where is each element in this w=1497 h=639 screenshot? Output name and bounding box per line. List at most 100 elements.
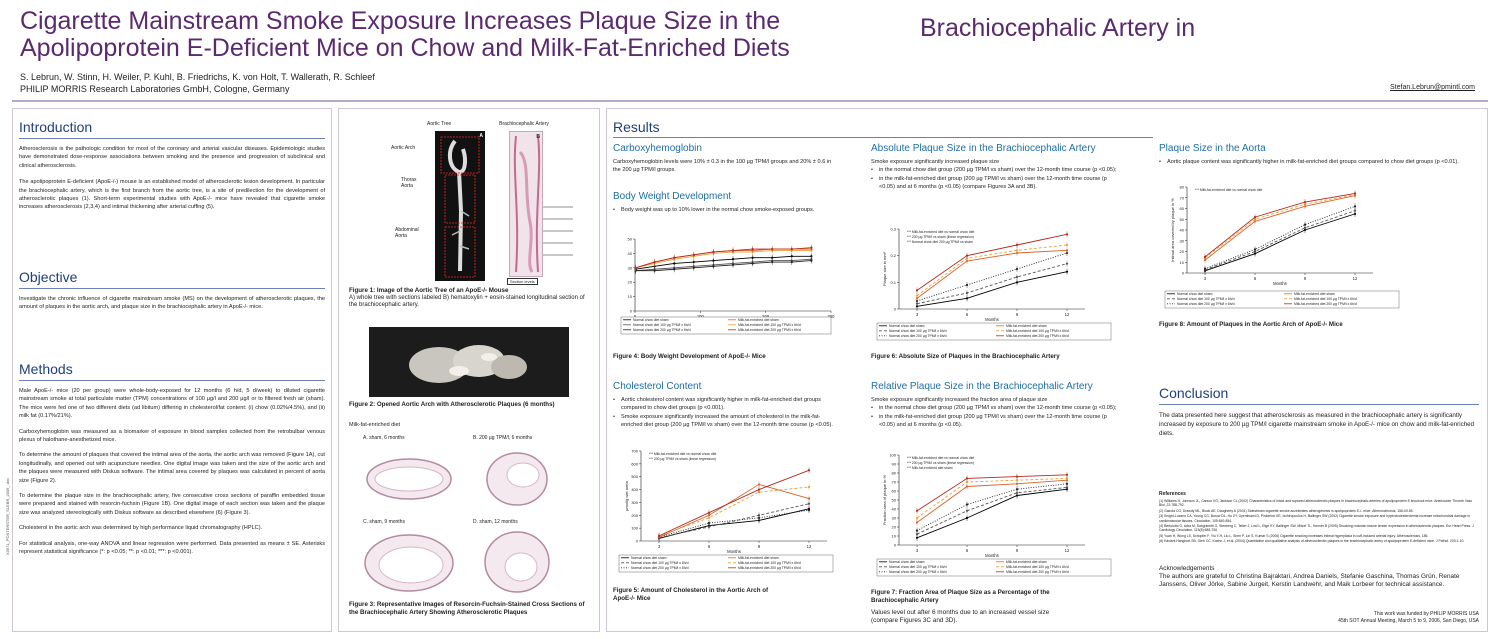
- series-line: [916, 263, 1068, 305]
- reference-item: (5) Yuan H, Wong LS, Schopfer F, Yiu Y-H…: [1159, 533, 1429, 538]
- y-tick-label: 30: [628, 265, 633, 270]
- data-point: [790, 260, 793, 264]
- legend-label: Normal chow diet 100 µg TPM/l x 6h/d: [889, 329, 947, 333]
- x-tick-label: 0: [634, 314, 637, 319]
- series-line: [916, 477, 1068, 519]
- title-line-1: Cigarette Mainstream Smoke Exposure Incr…: [20, 7, 781, 35]
- y-tick-label: 700: [631, 449, 638, 454]
- data-point: [1015, 491, 1019, 494]
- contact-email[interactable]: Stefan.Lebrun@pmintl.com: [1390, 84, 1475, 91]
- legend-label: Milk-fat-enriched diet 200 µg TPM/l x 6h…: [1006, 570, 1069, 574]
- y-tick-label: 50: [628, 237, 633, 242]
- panel-results: Results Carboxyhemoglobin Carboxyhemoglo…: [606, 108, 1488, 632]
- data-point: [757, 488, 761, 491]
- affiliation: PHILIP MORRIS Research Laboratories GmbH…: [20, 84, 290, 94]
- series-line: [1204, 193, 1356, 258]
- y-tick-label: 400: [631, 487, 638, 492]
- references-list: (1) Williams H, Johnson JL, Carson KG, J…: [1159, 499, 1479, 544]
- x-tick-label: 100: [697, 314, 705, 319]
- fig1-label-aortic-tree: Aortic Tree: [427, 121, 452, 127]
- intro-heading: Introduction: [19, 119, 93, 135]
- x-tick-label: 300: [828, 314, 836, 319]
- y-tick-label: 80: [1180, 185, 1185, 190]
- data-point: [915, 516, 919, 520]
- legend-inset-item: *** Milk-fat-enriched diet vs normal cho…: [907, 230, 974, 234]
- data-point: [634, 266, 637, 269]
- data-point: [915, 509, 919, 512]
- x-tick-label: 9: [758, 544, 761, 549]
- brachio-section-image: B: [509, 131, 543, 277]
- data-point: [771, 247, 774, 251]
- ack-heading: Acknowledgements: [1159, 565, 1215, 572]
- side-reference: X3671_POSTERSTER_SLEBR_2006_.doc: [5, 477, 10, 555]
- data-point: [707, 521, 711, 525]
- y-tick-label: 0.2: [890, 253, 896, 258]
- data-point: [807, 509, 811, 512]
- legend-label: Milk-fat-enriched diet 100 µg TPM/l x 6h…: [738, 323, 801, 327]
- data-point: [657, 534, 661, 537]
- data-point: [1065, 482, 1069, 485]
- legend-label: Normal chow diet sham: [633, 318, 669, 322]
- objective-rule: [19, 288, 325, 289]
- data-point: [771, 260, 774, 264]
- data-point: [1015, 482, 1019, 485]
- bodyweight-bullet-1: Body weight was up to 10% lower in the n…: [613, 206, 839, 215]
- series-line: [916, 474, 1068, 512]
- abs-plaque-bullet-1: in the normal chow diet group (200 µg TP…: [871, 166, 1121, 175]
- fig7-caption: Figure 7: Fraction Area of Plaque Size a…: [871, 589, 1050, 604]
- conclusion-text: The data presented here suggest that ath…: [1159, 412, 1475, 437]
- intro-rule: [19, 138, 325, 139]
- methods-p6: For statistical analysis, one-way ANOVA …: [19, 540, 325, 556]
- results-rule: [613, 137, 1153, 138]
- data-point: [1065, 233, 1069, 236]
- fig7-note: Values level out after 6 months due to a…: [871, 609, 1050, 624]
- methods-section: Methods Male ApoE-/- mice (20 per group)…: [19, 361, 325, 557]
- y-tick-label: 60: [892, 489, 897, 494]
- series-line: [658, 509, 810, 538]
- data-point: [707, 511, 711, 514]
- legend-label: Normal chow diet 100 µg TPM/l x 6h/d: [633, 323, 691, 327]
- data-point: [1303, 200, 1307, 204]
- y-tick-label: 40: [1180, 228, 1185, 233]
- legend-label: Normal chow diet 200 µg TPM/l x 6h/d: [633, 328, 691, 332]
- x-tick-label: 9: [1016, 548, 1019, 553]
- y-tick-label: 0.1: [890, 280, 896, 285]
- y-tick-label: 40: [628, 251, 633, 256]
- data-point: [807, 485, 811, 489]
- fig1-label-thorax: Thorax Aorta: [401, 177, 417, 189]
- series-line: [1204, 210, 1356, 271]
- bodyweight-bullets: Body weight was up to 10% lower in the n…: [613, 206, 839, 215]
- data-point: [1253, 248, 1257, 251]
- cholesterol-section: Cholesterol Content Aortic cholesterol c…: [613, 381, 839, 430]
- data-point: [810, 246, 813, 249]
- data-point: [673, 268, 676, 271]
- authors: S. Lebrun, W. Stinn, H. Weiler, P. Kuhl,…: [20, 72, 375, 82]
- y-tick-label: 30: [1180, 238, 1185, 243]
- fig1-panel-a-marker: A: [479, 133, 483, 139]
- fig1-label-brachio: Brachiocephalic Artery: [499, 121, 549, 127]
- data-point: [1203, 267, 1207, 270]
- data-point: [1353, 209, 1357, 212]
- legend-label: Milk-fat-enriched diet 200 µg TPM/l x 6h…: [1294, 302, 1357, 306]
- data-point: [1353, 205, 1357, 208]
- fig4-svg: 0 10 20 30 40 50 0 100 200 300 Normal chow diet sh…: [620, 237, 836, 335]
- methods-rule: [19, 380, 325, 381]
- fig3-panel-d-label: D. sham, 12 months: [473, 519, 518, 525]
- legend-label: Milk-fat-enriched diet 100 µg TPM/l x 6h…: [1294, 297, 1357, 301]
- poster-header: Cigarette Mainstream Smoke Exposure Incr…: [0, 0, 1497, 106]
- data-point: [1065, 249, 1069, 252]
- reference-item: (6) Kaviani-Hanghort SB, Oleh CC, Koehn …: [1159, 539, 1465, 544]
- data-point: [807, 502, 811, 505]
- aorta-bullets: Aortic plaque content was significantly …: [1159, 158, 1479, 167]
- aortic-tree-image: A: [435, 131, 485, 281]
- legend-inset-item: *** 200 µg TPM/l vs sham (linear regress…: [907, 235, 974, 239]
- funding-note: This work was funded by PHILIP MORRIS US…: [1373, 611, 1479, 617]
- data-point: [915, 529, 919, 532]
- series-line: [658, 503, 810, 539]
- intro-p2: The apolipoprotein E-deficient (ApoE-/-)…: [19, 179, 325, 211]
- series-line: [916, 271, 1068, 307]
- fig4-caption: Figure 4: Body Weight Development of Apo…: [613, 353, 766, 360]
- data-point: [653, 269, 656, 272]
- data-point: [712, 259, 715, 262]
- cholesterol-heading: Cholesterol Content: [613, 381, 702, 392]
